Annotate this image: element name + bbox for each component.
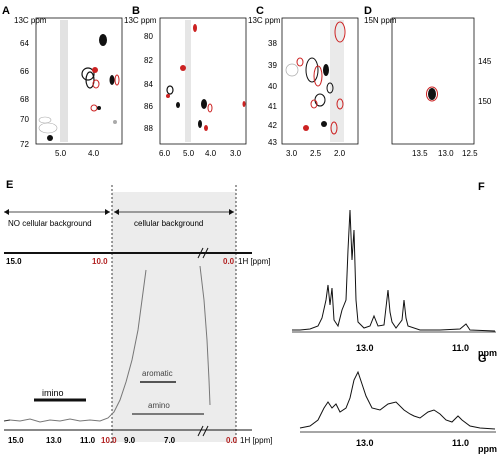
top-axis-unit: 1H [ppm]	[238, 257, 270, 266]
panel-f-spectrum-trace	[292, 209, 496, 332]
panel-a-xtick-2: 4.0	[88, 149, 100, 158]
panel-a-spectrum	[38, 20, 120, 142]
bottom-tick-1: 15.0	[8, 436, 24, 445]
panel-e-spectrum-trace	[9, 265, 211, 423]
panel-d-xtick-1: 13.5	[412, 149, 428, 158]
panel-b-ytick-2: 82	[144, 56, 153, 65]
panel-a-letter: A	[2, 5, 10, 17]
bottom-tick-5: 9.0	[124, 436, 136, 445]
panel-e-letter: E	[6, 179, 13, 191]
panel-c-xtick-3: 2.0	[334, 149, 346, 158]
panel-c-spectrum	[285, 20, 346, 142]
panel-g-unit: ppm	[478, 444, 497, 454]
panel-b-frame	[159, 17, 247, 145]
panel-g: G 13.0 11.0 ppm	[299, 353, 497, 454]
top-axis-10: 10.0	[92, 257, 108, 266]
panel-a-ytick-1: 64	[20, 39, 29, 48]
panel-b-ytick-4: 86	[144, 102, 153, 111]
panel-c-y-title: 13C ppm	[248, 16, 281, 25]
panel-c-ytick-5: 42	[268, 121, 277, 130]
panel-d-xtick-3: 12.5	[462, 149, 478, 158]
panel-f-xtick-2: 11.0	[452, 343, 469, 353]
panel-d-y-title: 15N ppm	[364, 16, 397, 25]
panel-b-xtick-4: 3.0	[230, 149, 242, 158]
panel-g-xtick-1: 13.0	[356, 438, 374, 448]
panel-c-ytick-6: 43	[268, 138, 277, 147]
panel-f: F 13.0 11.0 ppm	[292, 181, 497, 358]
panel-b-y-title: 13C ppm	[124, 16, 157, 25]
panel-f-letter: F	[478, 181, 485, 193]
panel-d-ytick-2: 150	[478, 97, 492, 106]
panel-a-ytick-5: 72	[20, 140, 29, 149]
panel-g-letter: G	[478, 353, 487, 365]
bottom-tick-2: 13.0	[46, 436, 62, 445]
bottom-tick-4: 10.0	[101, 436, 117, 445]
panel-d-spectrum	[426, 86, 438, 102]
panel-a-xtick-1: 5.0	[55, 149, 67, 158]
bottom-axis-unit: 1H [ppm]	[240, 436, 272, 445]
panel-a: A 13C ppm 64 66 68 70 72 5.0 4.0	[2, 5, 123, 158]
bottom-tick-7: 0.0	[226, 436, 238, 445]
panel-f-unit: ppm	[478, 348, 497, 358]
panel-c-ytick-2: 39	[268, 61, 277, 70]
panel-d-letter: D	[364, 5, 372, 17]
panel-d-xtick-2: 13.0	[438, 149, 454, 158]
panel-b-spectrum	[166, 20, 246, 142]
panel-b-xtick-3: 4.0	[205, 149, 217, 158]
panel-c-letter: C	[256, 5, 264, 17]
panel-a-frame	[35, 17, 123, 145]
no-background-label: NO cellular background	[8, 219, 92, 228]
panel-b: B 13C ppm 80 82 84 86 88 6.0 5.0 4.0 3.0	[124, 5, 247, 158]
panel-d-frame	[391, 17, 475, 145]
panel-a-y-title: 13C ppm	[14, 16, 47, 25]
bottom-tick-6: 7.0	[164, 436, 176, 445]
panel-b-ytick-3: 84	[144, 80, 153, 89]
panel-c-frame	[281, 17, 359, 145]
panel-b-xtick-1: 6.0	[159, 149, 171, 158]
panel-d-ytick-1: 145	[478, 57, 492, 66]
panel-b-ytick-5: 88	[144, 124, 153, 133]
cellular-background-label: cellular background	[134, 219, 203, 228]
panel-b-xtick-2: 5.0	[183, 149, 195, 158]
cellular-background-region	[112, 192, 236, 442]
panel-c-ytick-3: 40	[268, 82, 277, 91]
panel-f-xtick-1: 13.0	[356, 343, 374, 353]
panel-b-letter: B	[132, 5, 140, 17]
panel-d: D 15N ppm 145 150 13.5 13.0 12.5	[364, 5, 492, 158]
amino-label: amino	[148, 401, 170, 410]
panel-g-spectrum-trace	[299, 370, 496, 430]
panel-c: C 13C ppm 38 39 40 41 42 43 3.0 2.5 2.0	[248, 5, 359, 158]
panel-b-ytick-1: 80	[144, 32, 153, 41]
panel-a-ytick-2: 66	[20, 67, 29, 76]
panel-c-ytick-4: 41	[268, 102, 277, 111]
top-axis-0: 0.0	[223, 257, 235, 266]
panel-g-xtick-2: 11.0	[452, 438, 469, 448]
panel-c-xtick-2: 2.5	[310, 149, 322, 158]
panel-a-ytick-4: 70	[20, 115, 29, 124]
top-axis-15: 15.0	[6, 257, 22, 266]
panel-c-xtick-1: 3.0	[286, 149, 298, 158]
panel-e: E NO cellular background cellular backgr…	[3, 179, 272, 445]
panel-a-ytick-3: 68	[20, 95, 29, 104]
aromatic-label: aromatic	[142, 369, 173, 378]
panel-c-ytick-1: 38	[268, 39, 277, 48]
imino-label: imino	[42, 388, 64, 398]
bottom-tick-3: 11.0	[80, 436, 96, 445]
